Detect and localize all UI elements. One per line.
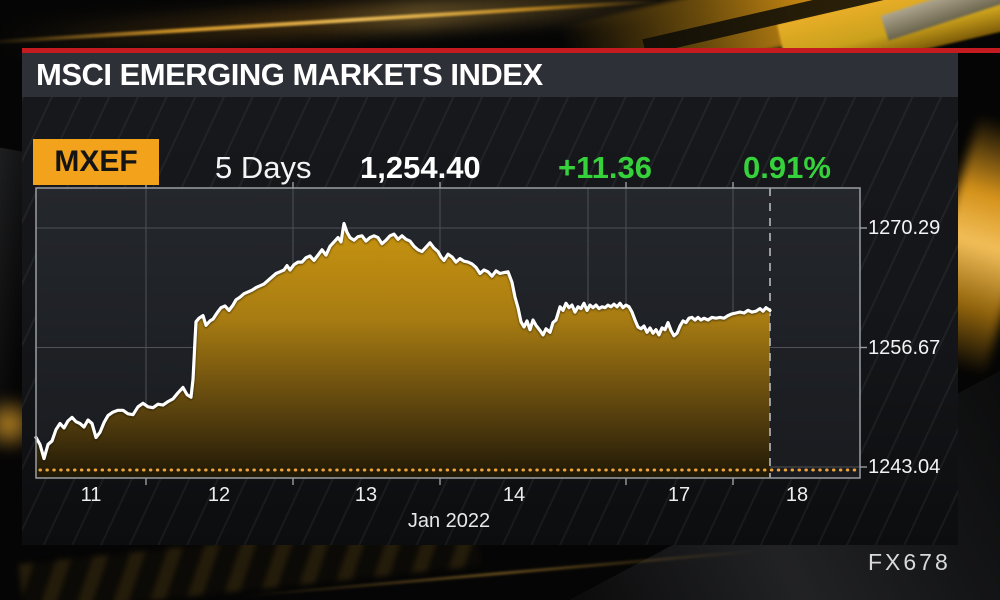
background-streak (642, 0, 968, 55)
period-label: 5 Days (215, 150, 312, 185)
background-streak (880, 0, 1000, 41)
price-change: +11.36 (558, 150, 652, 185)
x-axis-label: 13 (354, 484, 378, 506)
x-axis-label: 17 (667, 484, 691, 506)
y-axis-label: 1256.67 (868, 336, 941, 359)
y-axis-label: 1243.04 (868, 456, 941, 478)
background-streak (240, 549, 760, 598)
price-change-percent: 0.91% (743, 150, 831, 185)
page-title: MSCI EMERGING MARKETS INDEX (36, 57, 543, 92)
x-axis-label: 18 (785, 484, 809, 506)
x-axis-label: 12 (207, 484, 231, 506)
red-accent-stripe (22, 48, 1000, 53)
title-bar: MSCI EMERGING MARKETS INDEX (22, 53, 958, 97)
x-axis-label: 11 (80, 484, 102, 506)
ticker-badge: MXEF (33, 139, 159, 185)
background-streak (0, 0, 660, 45)
x-axis-label: 14 (502, 484, 526, 506)
y-axis-label: 1270.29 (868, 217, 941, 239)
watermark: FX678 (868, 549, 951, 575)
last-price: 1,254.40 (360, 150, 481, 185)
x-axis-title: Jan 2022 (407, 510, 491, 532)
